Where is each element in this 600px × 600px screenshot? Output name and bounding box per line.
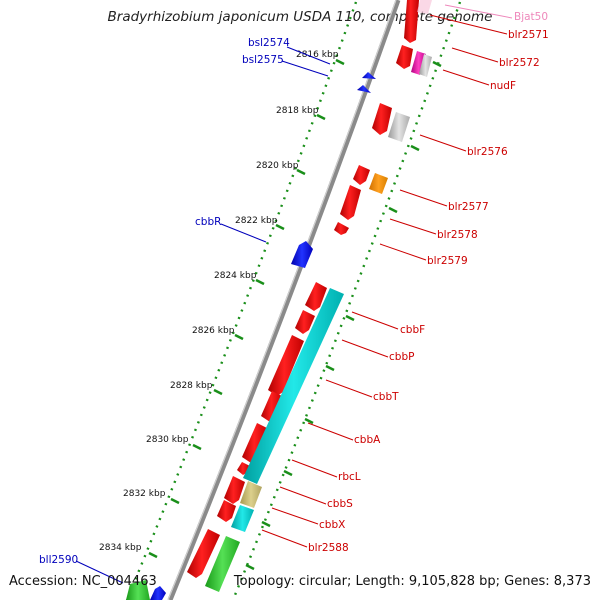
label-rbcL: rbcL [338, 471, 361, 483]
block-cbbS [240, 481, 262, 508]
block-cbbX [231, 505, 254, 532]
gene-cbbT[interactable] [268, 335, 304, 396]
block-blr2576 [388, 112, 410, 142]
gene-blr2571[interactable] [404, 0, 419, 43]
label-blr2571: blr2571 [508, 29, 549, 41]
kbp-label: 2826 kbp [192, 326, 235, 336]
kbp-label: 2832 kbp [123, 489, 166, 499]
gene-blr2577[interactable] [353, 165, 370, 185]
accession-text: Accession: NC_004463 [9, 574, 157, 589]
gene-blr2576[interactable] [372, 103, 392, 135]
gene-blr2578[interactable] [340, 185, 361, 220]
label-nudF: nudF [490, 80, 516, 92]
kbp-label: 2830 kbp [146, 435, 189, 445]
block-cbb-operon [243, 288, 344, 484]
label-blr2578: blr2578 [437, 229, 478, 241]
label-cbbT: cbbT [373, 391, 399, 403]
kbp-label: 2820 kbp [256, 161, 299, 171]
genome-backbone [167, 0, 401, 600]
gene-bsl2574[interactable] [362, 72, 376, 79]
block-nudF-gray [419, 54, 432, 77]
topology-info-text: Topology: circular; Length: 9,105,828 bp… [233, 574, 591, 589]
label-cbbR: cbbR [195, 216, 221, 228]
block-blr2577 [369, 173, 388, 194]
kbp-label: 2834 kbp [99, 543, 142, 553]
label-bsl2575: bsl2575 [242, 54, 284, 66]
label-cbbP: cbbP [389, 351, 414, 363]
label-bjat50: Bjat50 [514, 11, 548, 23]
label-blr2576: blr2576 [467, 146, 508, 158]
label-cbbA: cbbA [354, 434, 381, 446]
gene-cbbX[interactable] [217, 500, 236, 522]
gene-blr2579[interactable] [334, 222, 349, 235]
kbp-label: 2822 kbp [235, 216, 278, 226]
block-nudF [411, 51, 426, 75]
label-blr2572: blr2572 [499, 57, 540, 69]
gene-blr2572[interactable] [396, 45, 413, 69]
gene-bll2590-arrow[interactable] [150, 586, 166, 600]
label-cbbS: cbbS [327, 498, 353, 510]
map-title: Bradyrhizobium japonicum USDA 110, compl… [107, 9, 493, 25]
rna-bjat50 [417, 0, 432, 14]
outer-tick-track [231, 1, 462, 600]
gene-blr2588[interactable] [187, 529, 220, 578]
kbp-label: 2828 kbp [170, 381, 213, 391]
label-bsl2574: bsl2574 [248, 37, 290, 49]
genome-backbone-shade [167, 0, 397, 600]
gene-cbbA[interactable] [261, 391, 284, 422]
label-cbbF: cbbF [400, 324, 425, 336]
gene-cbbR[interactable] [291, 241, 313, 268]
inner-tick-track [125, 1, 358, 600]
label-blr2588: blr2588 [308, 542, 349, 554]
block-bll2590 [126, 580, 150, 600]
label-blr2577: blr2577 [448, 201, 489, 213]
block-blr2588 [205, 536, 240, 592]
label-blr2579: blr2579 [427, 255, 468, 267]
gene-rbcL[interactable] [242, 423, 269, 463]
kbp-label: 2818 kbp [276, 106, 319, 116]
kbp-label: 2824 kbp [214, 271, 257, 281]
kbp-tick-marks [148, 58, 442, 571]
leader-lines [75, 4, 513, 584]
label-cbbX: cbbX [319, 519, 345, 531]
gene-cbbS[interactable] [224, 476, 245, 504]
gene-bsl2575[interactable] [357, 85, 371, 93]
gene-cbbP[interactable] [295, 310, 315, 334]
kbp-label: 2816 kbp [296, 50, 339, 60]
gene-cbbF[interactable] [305, 282, 327, 311]
label-bll2590: bll2590 [39, 554, 78, 566]
